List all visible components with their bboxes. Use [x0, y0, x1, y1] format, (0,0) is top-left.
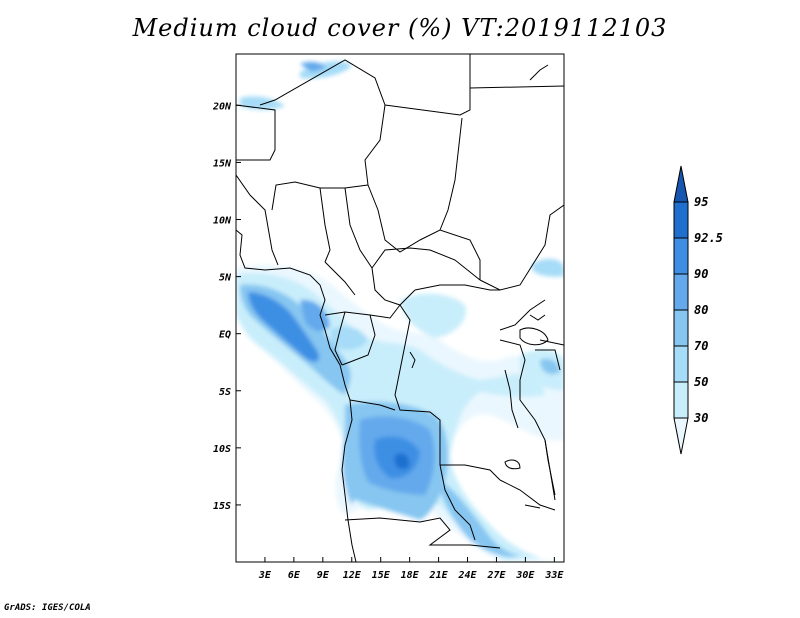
- x-tick-label: 18E: [401, 570, 420, 581]
- legend-label: 90: [694, 267, 708, 281]
- cloud-cover-field: [236, 61, 564, 562]
- lake-victoria: [519, 327, 549, 346]
- legend-label: 95: [694, 195, 708, 209]
- legend-swatch: [673, 237, 689, 275]
- map-title: Medium cloud cover (%) VT:2019112103: [132, 14, 668, 42]
- cloud-patch: [540, 358, 560, 375]
- lake-malawi: [544, 439, 556, 496]
- x-axis-ticks: 3E 6E 9E 12E 15E 18E 21E 24E 27E 30E 33E: [258, 557, 564, 581]
- legend-label: 30: [693, 411, 708, 425]
- x-tick-label: 30E: [515, 570, 535, 581]
- x-tick-label: 24E: [457, 570, 477, 581]
- y-axis-ticks: 20N 15N 10N 5N EQ 5S 10S 15S: [212, 101, 241, 512]
- cloud-streak: [440, 480, 520, 558]
- y-tick-label: 10N: [213, 216, 232, 227]
- country-borders: [236, 54, 564, 549]
- x-tick-label: 9E: [317, 570, 330, 581]
- cloud-patch: [300, 61, 326, 72]
- y-tick-label: 10S: [213, 444, 231, 455]
- legend-label: 70: [694, 339, 708, 353]
- x-tick-label: 6E: [288, 570, 301, 581]
- cloud-patch: [400, 293, 466, 338]
- cloud-angola-core: [394, 453, 410, 470]
- legend-swatch: [673, 273, 689, 311]
- y-tick-label: 15S: [213, 501, 231, 512]
- legend-swatch: [673, 165, 689, 203]
- cloud-patch: [532, 258, 564, 277]
- lake: [504, 459, 521, 470]
- y-tick-label: EQ: [219, 330, 231, 341]
- y-tick-label: 20N: [212, 101, 232, 112]
- y-tick-label: 15N: [213, 158, 232, 169]
- color-legend: 30 50 70 80 90 92.5 95: [673, 165, 723, 455]
- legend-swatch: [673, 381, 689, 419]
- y-tick-label: 5N: [219, 273, 232, 284]
- legend-label: 50: [694, 375, 708, 389]
- cloud-patch: [300, 61, 352, 79]
- cloud-band-core: [248, 292, 320, 362]
- x-tick-label: 33E: [544, 570, 564, 581]
- legend-swatch: [673, 345, 689, 383]
- lake-tanganyika: [504, 369, 519, 429]
- x-tick-label: 15E: [372, 570, 391, 581]
- legend-label: 80: [694, 303, 708, 317]
- x-tick-label: 27E: [486, 570, 506, 581]
- cloud-patch: [240, 96, 285, 110]
- map-frame: [235, 53, 565, 563]
- coastlines: [236, 64, 556, 562]
- legend-swatch: [673, 201, 689, 239]
- y-tick-label: 5S: [219, 387, 231, 398]
- credit-text: GrADS: IGES/COLA: [4, 603, 91, 613]
- legend-swatch: [673, 309, 689, 347]
- x-tick-label: 12E: [343, 570, 362, 581]
- lake: [524, 504, 541, 509]
- legend-swatch: [673, 417, 689, 455]
- cloud-patch: [520, 349, 564, 391]
- legend-label: 92.5: [694, 231, 723, 245]
- x-tick-label: 3E: [258, 570, 272, 581]
- cloud-streak: [346, 460, 358, 505]
- lake: [409, 351, 416, 369]
- x-tick-label: 21E: [429, 570, 449, 581]
